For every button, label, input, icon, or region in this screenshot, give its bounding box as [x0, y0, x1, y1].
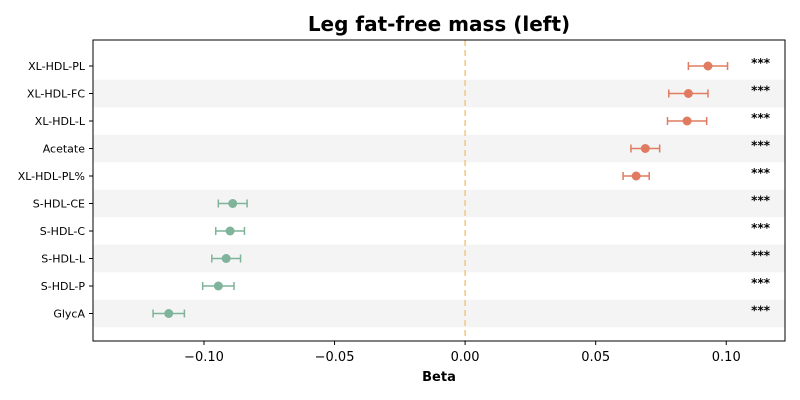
beta-point: [703, 61, 713, 71]
significance-label: ***: [751, 56, 771, 70]
beta-point: [683, 89, 693, 98]
x-tick-label: 0.00: [451, 350, 480, 365]
y-tick-label: Acetate: [43, 143, 86, 156]
x-tick-label: −0.10: [184, 350, 224, 365]
significance-label: ***: [751, 221, 771, 235]
significance-label: ***: [751, 249, 771, 263]
y-tick-label: S-HDL-P: [41, 280, 86, 293]
plot-frame: [92, 39, 786, 342]
beta-point: [221, 254, 231, 263]
significance-label: ***: [751, 194, 771, 208]
beta-point: [164, 309, 174, 318]
significance-label: ***: [751, 276, 771, 290]
x-axis-label: Beta: [422, 370, 456, 385]
significance-label: ***: [751, 166, 771, 180]
x-tick-label: −0.05: [315, 350, 355, 365]
y-tick-label: S-HDL-C: [40, 225, 86, 238]
data-marks: *** *** *** *** *** *** *** *** *** ***: [152, 56, 771, 318]
significance-label: ***: [751, 139, 771, 153]
row-bands: [93, 79, 785, 328]
y-tick-label: XL-HDL-L: [35, 115, 86, 128]
chart-title: Leg fat-free mass (left): [308, 12, 570, 36]
y-tick-label: XL-HDL-FC: [27, 88, 85, 101]
x-tick-label: 0.10: [712, 350, 741, 365]
beta-point: [228, 199, 238, 208]
y-tick-label: XL-HDL-PL%: [18, 170, 85, 183]
beta-point: [682, 116, 692, 126]
y-tick-label: S-HDL-L: [41, 253, 86, 266]
x-tick-label: 0.05: [581, 350, 610, 365]
beta-point: [640, 144, 650, 153]
row-band: [93, 189, 785, 218]
beta-point: [631, 171, 641, 181]
significance-label: ***: [751, 111, 771, 125]
row-band: [93, 134, 785, 163]
significance-label: ***: [751, 304, 771, 318]
y-axis: XL-HDL-PL XL-HDL-FC XL-HDL-L Acetate XL-HDL-…: [18, 60, 93, 321]
row-band: [93, 244, 785, 273]
beta-point: [213, 281, 223, 291]
y-tick-label: GlycA: [53, 308, 85, 321]
y-tick-label: XL-HDL-PL: [28, 60, 86, 73]
y-tick-label: S-HDL-CE: [33, 198, 85, 211]
significance-label: ***: [751, 84, 771, 98]
beta-point: [225, 226, 235, 236]
x-axis: −0.10 −0.05 0.00 0.05 0.10: [184, 341, 741, 365]
row-band: [93, 299, 785, 328]
